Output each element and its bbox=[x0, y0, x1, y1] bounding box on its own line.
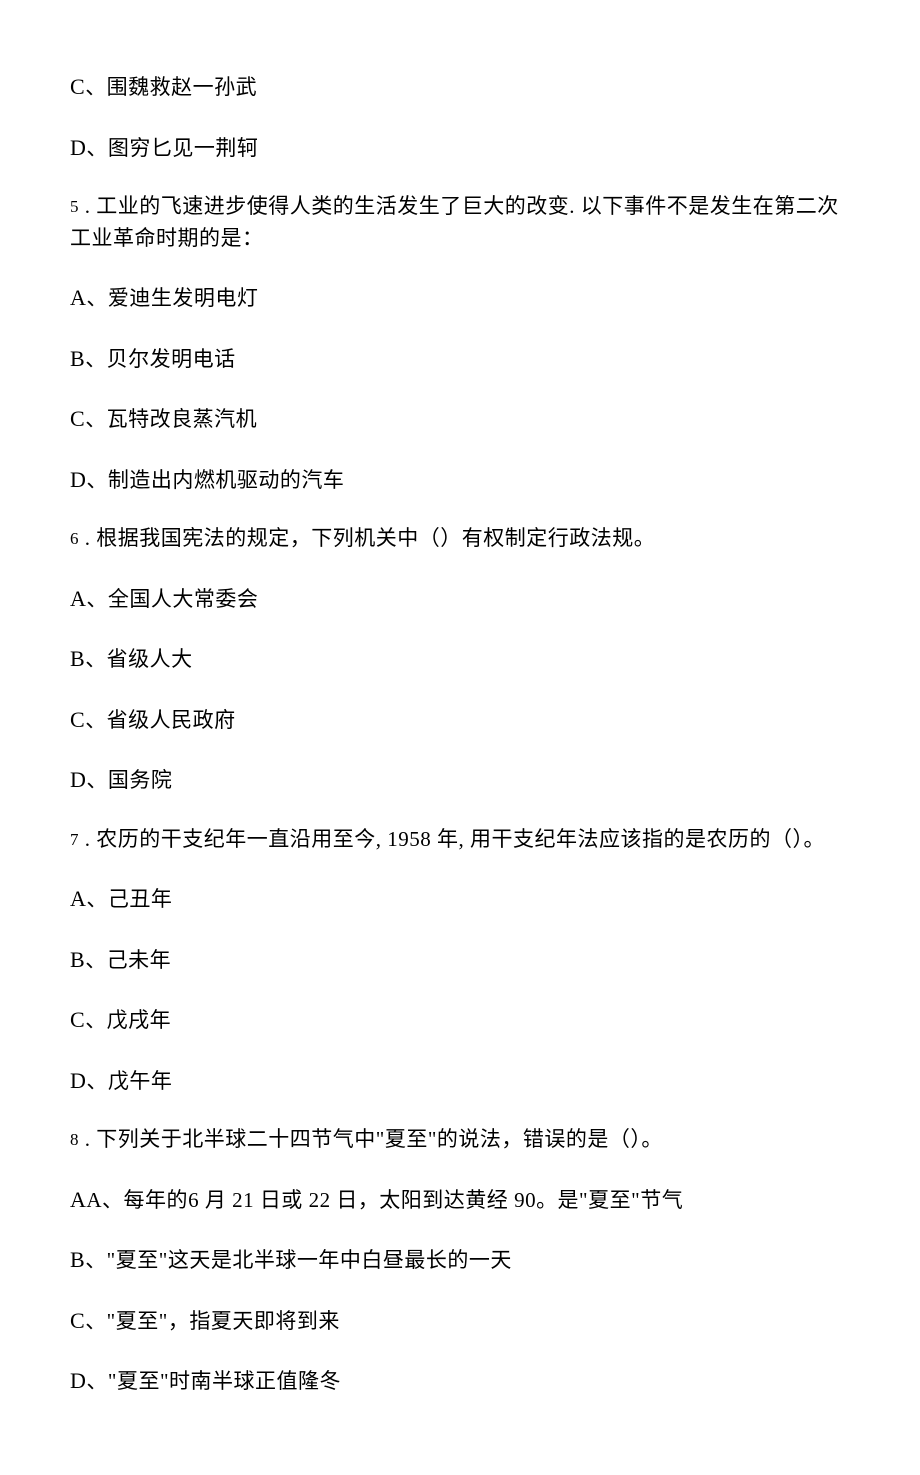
option-text: 、瓦特改良蒸汽机 bbox=[85, 407, 257, 431]
question-7: 7 . 农历的干支纪年一直沿用至今, 1958 年, 用干支纪年法应该指的是农历… bbox=[70, 824, 850, 856]
option-text: 、围魏救赵一孙武 bbox=[85, 75, 257, 99]
option-b: B、贝尔发明电话 bbox=[70, 342, 850, 376]
option-text: 、省级人民政府 bbox=[85, 708, 236, 732]
option-text: 、省级人大 bbox=[85, 647, 193, 671]
option-c: C、瓦特改良蒸汽机 bbox=[70, 402, 850, 436]
option-text-a: A、每年的 bbox=[86, 1188, 188, 1212]
option-letter: C bbox=[70, 406, 85, 431]
option-text: 、"夏至"这天是北半球一年中白昼最长的一天 bbox=[85, 1248, 512, 1272]
option-a: A、全国人大常委会 bbox=[70, 582, 850, 616]
question-8: 8 . 下列关于北半球二十四节气中"夏至"的说法，错误的是（）。 bbox=[70, 1124, 850, 1156]
option-text: 、贝尔发明电话 bbox=[85, 347, 236, 371]
option-text: 、全国人大常委会 bbox=[86, 587, 258, 611]
option-letter: B bbox=[70, 346, 85, 371]
year: 1958 bbox=[387, 827, 431, 851]
num: 21 bbox=[232, 1188, 254, 1212]
option-d: D、戊午年 bbox=[70, 1064, 850, 1098]
option-letter: B bbox=[70, 646, 85, 671]
option-c: C、戊戌年 bbox=[70, 1003, 850, 1037]
option-text-e: 日或 bbox=[254, 1188, 309, 1212]
option-letter: C bbox=[70, 707, 85, 732]
option-d: D、国务院 bbox=[70, 763, 850, 797]
option-letter: A bbox=[70, 886, 86, 911]
option-text: 、己未年 bbox=[85, 948, 171, 972]
question-number: 7 bbox=[70, 830, 79, 849]
option-text: 、国务院 bbox=[86, 768, 172, 792]
option-c: C、"夏至"，指夏天即将到来 bbox=[70, 1304, 850, 1338]
question-number: 5 bbox=[70, 197, 79, 216]
num: 6 bbox=[188, 1188, 199, 1212]
option-text: 、己丑年 bbox=[86, 887, 172, 911]
option-b: B、省级人大 bbox=[70, 642, 850, 676]
option-letter: C bbox=[70, 74, 85, 99]
option-letter: D bbox=[70, 467, 86, 492]
option-text: 、戊午年 bbox=[86, 1069, 172, 1093]
option-letter: D bbox=[70, 767, 86, 792]
option-letter: A bbox=[70, 1187, 86, 1212]
option-c: C、围魏救赵一孙武 bbox=[70, 70, 850, 104]
option-d: D、图穷匕见一荆轲 bbox=[70, 131, 850, 165]
question-text-b: 年, 用干支纪年法应该指的是农历的（）。 bbox=[431, 827, 825, 851]
num: 22 bbox=[309, 1188, 331, 1212]
option-d: D、制造出内燃机驱动的汽车 bbox=[70, 463, 850, 497]
question-text: . 工业的飞速进步使得人类的生活发生了巨大的改变. 以下事件不是发生在第二次工业… bbox=[70, 194, 839, 250]
num: 90 bbox=[514, 1188, 536, 1212]
question-number: 6 bbox=[70, 529, 79, 548]
question-text: . 根据我国宪法的规定，下列机关中（）有权制定行政法规。 bbox=[79, 526, 655, 550]
question-number: 8 bbox=[70, 1130, 79, 1149]
question-text-a: . 农历的干支纪年一直沿用至今, bbox=[79, 827, 387, 851]
option-text-i: 。是"夏至"节气 bbox=[536, 1188, 683, 1212]
option-letter: C bbox=[70, 1308, 85, 1333]
question-text: . 下列关于北半球二十四节气中"夏至"的说法，错误的是（）。 bbox=[79, 1127, 663, 1151]
option-a: AA、每年的6 月 21 日或 22 日，太阳到达黄经 90。是"夏至"节气 bbox=[70, 1183, 850, 1217]
option-text-g: 日，太阳到达黄经 bbox=[331, 1188, 515, 1212]
option-text: 、图穷匕见一荆轲 bbox=[86, 136, 258, 160]
question-6: 6 . 根据我国宪法的规定，下列机关中（）有权制定行政法规。 bbox=[70, 523, 850, 555]
option-c: C、省级人民政府 bbox=[70, 703, 850, 737]
option-a: A、己丑年 bbox=[70, 882, 850, 916]
option-text: 、"夏至"时南半球正值隆冬 bbox=[86, 1369, 341, 1393]
option-text-c: 月 bbox=[199, 1188, 232, 1212]
option-text: 、戊戌年 bbox=[85, 1008, 171, 1032]
option-letter: B bbox=[70, 1247, 85, 1272]
option-d: D、"夏至"时南半球正值隆冬 bbox=[70, 1364, 850, 1398]
option-text: 、"夏至"，指夏天即将到来 bbox=[85, 1309, 340, 1333]
option-letter: D bbox=[70, 1368, 86, 1393]
option-b: B、己未年 bbox=[70, 943, 850, 977]
option-letter: D bbox=[70, 1068, 86, 1093]
option-letter: A bbox=[70, 285, 86, 310]
option-a: A、爱迪生发明电灯 bbox=[70, 281, 850, 315]
option-b: B、"夏至"这天是北半球一年中白昼最长的一天 bbox=[70, 1243, 850, 1277]
option-letter: A bbox=[70, 586, 86, 611]
option-text: 、爱迪生发明电灯 bbox=[86, 286, 258, 310]
option-letter: D bbox=[70, 135, 86, 160]
option-text: 、制造出内燃机驱动的汽车 bbox=[86, 468, 344, 492]
option-letter: B bbox=[70, 947, 85, 972]
question-5: 5 . 工业的飞速进步使得人类的生活发生了巨大的改变. 以下事件不是发生在第二次… bbox=[70, 191, 850, 254]
option-letter: C bbox=[70, 1007, 85, 1032]
